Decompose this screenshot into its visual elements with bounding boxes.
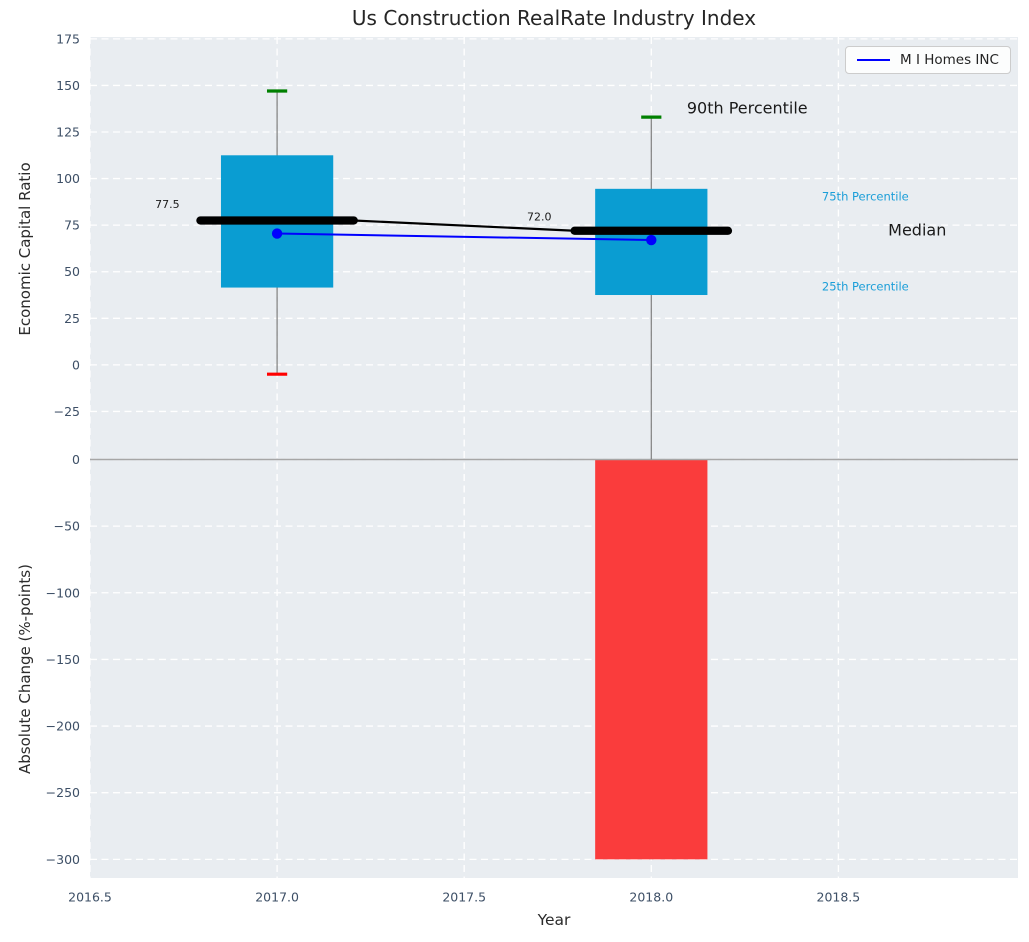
x-tick-label: 2016.5	[68, 890, 112, 905]
y-tick-label-bottom: −150	[46, 652, 80, 667]
y-tick-label-bottom: −250	[46, 785, 80, 800]
y-axis-label-bottom: Absolute Change (%-points)	[16, 564, 34, 774]
y-tick-label-top: 25	[64, 311, 80, 326]
y-tick-label-bottom: −100	[46, 585, 80, 600]
company-marker	[646, 234, 657, 246]
annotation: 75th Percentile	[822, 189, 909, 203]
y-tick-label-top: 0	[72, 357, 80, 372]
company-marker	[271, 228, 283, 239]
x-tick-label: 2017.0	[255, 890, 299, 905]
legend-label: M I Homes INC	[900, 52, 999, 68]
y-tick-label-top: −25	[54, 404, 80, 419]
annotation: 25th Percentile	[822, 280, 909, 294]
y-tick-label-top: 150	[56, 78, 80, 93]
company-line	[277, 232, 652, 242]
annotation: Median	[888, 220, 946, 239]
change-bar	[595, 459, 708, 860]
x-tick-label: 2018.0	[629, 890, 673, 905]
annotation: 72.0	[527, 210, 552, 223]
y-tick-label-bottom: −300	[46, 852, 80, 867]
y-tick-label-top: 175	[56, 31, 80, 46]
y-tick-label-top: 75	[64, 218, 80, 233]
legend: M I Homes INC	[845, 46, 1011, 74]
y-tick-label-bottom: −50	[54, 519, 80, 534]
chart-title: Us Construction RealRate Industry Index	[351, 6, 757, 30]
y-tick-label-top: 100	[56, 171, 80, 186]
y-tick-label-top: 50	[64, 264, 80, 279]
y-axis-label-top: Economic Capital Ratio	[16, 162, 34, 336]
y-tick-label-bottom: 0	[72, 452, 80, 467]
annotation: 90th Percentile	[687, 98, 808, 117]
median-connector	[353, 219, 575, 232]
annotation: 77.5	[155, 198, 180, 211]
x-tick-label: 2017.5	[442, 890, 486, 905]
x-tick-label: 2018.5	[817, 890, 861, 905]
x-axis-label: Year	[537, 911, 571, 929]
legend-line-swatch	[857, 59, 890, 61]
y-tick-label-top: 125	[56, 125, 80, 140]
y-tick-label-bottom: −200	[46, 719, 80, 734]
